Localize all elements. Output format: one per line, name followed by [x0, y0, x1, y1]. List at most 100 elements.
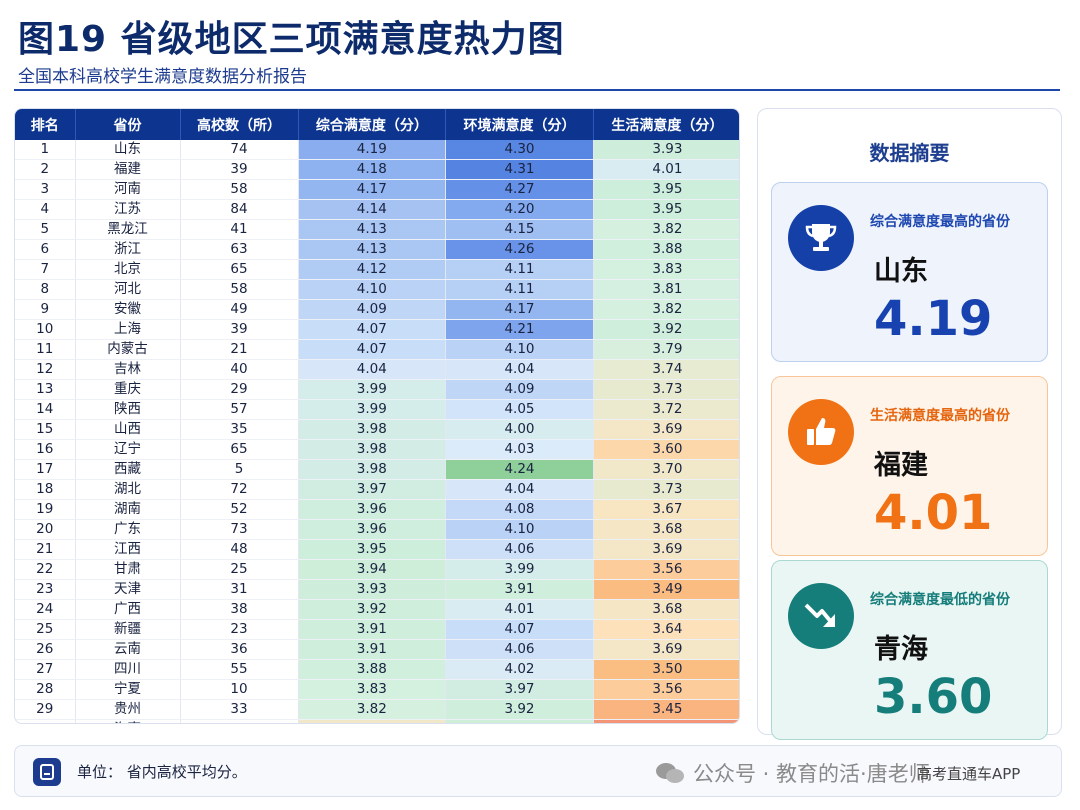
table-row: 4 江苏 84 4.14 4.20 3.95: [15, 199, 739, 221]
cell-environment: 4.02: [445, 659, 594, 681]
cell-environment: 4.15: [445, 219, 594, 241]
cell-province: 福建: [75, 159, 181, 181]
cell-province: 浙江: [75, 239, 181, 261]
cell-province: 江西: [75, 539, 181, 561]
cell-environment: 4.11: [445, 279, 594, 301]
table-row: 11 内蒙古 21 4.07 4.10 3.79: [15, 339, 739, 361]
cell-rank: 8: [15, 279, 76, 301]
cell-life: 3.72: [593, 399, 739, 421]
cell-life: 3.50: [593, 659, 739, 681]
cell-count: 73: [180, 519, 299, 541]
cell-overall: 3.96: [298, 519, 447, 541]
cell-rank: 20: [15, 519, 76, 541]
cell-province: 山西: [75, 419, 181, 441]
card-lowest-overall: 综合满意度最低的省份 青海 3.60: [771, 560, 1048, 740]
cell-rank: 11: [15, 339, 76, 361]
cell-province: 新疆: [75, 619, 181, 641]
cell-province: 黑龙江: [75, 219, 181, 241]
table-row: 12 吉林 40 4.04 4.04 3.74: [15, 359, 739, 381]
cell-environment: 4.24: [445, 459, 594, 481]
cell-rank: 5: [15, 219, 76, 241]
cell-rank: 28: [15, 679, 76, 701]
card-value: 3.60: [874, 669, 993, 725]
cell-life: 3.49: [593, 579, 739, 601]
cell-rank: 3: [15, 179, 76, 201]
cell-province: 安徽: [75, 299, 181, 321]
table-row: 13 重庆 29 3.99 4.09 3.73: [15, 379, 739, 401]
cell-rank: 15: [15, 419, 76, 441]
cell-count: 33: [180, 699, 299, 721]
card-province: 山东: [874, 256, 928, 287]
cell-province: 重庆: [75, 379, 181, 401]
cell-count: 74: [180, 140, 299, 161]
cell-overall: 4.13: [298, 219, 447, 241]
cell-overall: 4.19: [298, 140, 447, 161]
cell-province: 河南: [75, 179, 181, 201]
cell-overall: 3.97: [298, 479, 447, 501]
cell-life: 3.69: [593, 419, 739, 441]
cell-count: 65: [180, 259, 299, 281]
cell-province: 河北: [75, 279, 181, 301]
col-header-life: 生活满意度（分）: [593, 109, 739, 140]
cell-life: 3.88: [593, 239, 739, 261]
cell-overall: 3.92: [298, 599, 447, 621]
cell-count: 23: [180, 619, 299, 641]
cell-overall: 3.94: [298, 559, 447, 581]
card-label: 综合满意度最高的省份: [870, 214, 1010, 230]
cell-environment: 4.00: [445, 419, 594, 441]
cell-life: 3.95: [593, 179, 739, 201]
table-row: 10 上海 39 4.07 4.21 3.92: [15, 319, 739, 341]
cell-life: 3.68: [593, 599, 739, 621]
cell-life: 3.70: [593, 459, 739, 481]
cell-province: 西藏: [75, 459, 181, 481]
cell-province: 湖北: [75, 479, 181, 501]
table-row: 24 广西 38 3.92 4.01 3.68: [15, 599, 739, 621]
cell-rank: 12: [15, 359, 76, 381]
cell-overall: 3.98: [298, 459, 447, 481]
cell-overall: 3.99: [298, 379, 447, 401]
table-row: 2 福建 39 4.18 4.31 4.01: [15, 159, 739, 181]
table-row: 5 黑龙江 41 4.13 4.15 3.82: [15, 219, 739, 241]
cell-overall: 4.14: [298, 199, 447, 221]
cell-rank: 2: [15, 159, 76, 181]
unit-note: 单位： 省内高校平均分。: [77, 763, 247, 781]
table-row: 14 陕西 57 3.99 4.05 3.72: [15, 399, 739, 421]
cell-count: 49: [180, 299, 299, 321]
cell-environment: 4.21: [445, 319, 594, 341]
watermark-app: 高考直通车APP: [917, 765, 1021, 783]
cell-environment: 4.10: [445, 339, 594, 361]
cell-environment: 4.09: [445, 379, 594, 401]
cell-rank: 17: [15, 459, 76, 481]
cell-count: 84: [180, 199, 299, 221]
cell-overall: 3.98: [298, 419, 447, 441]
cell-life: 3.79: [593, 339, 739, 361]
cell-province: 北京: [75, 259, 181, 281]
table-row: 29 贵州 33 3.82 3.92 3.45: [15, 699, 739, 721]
footer-note: 单位： 省内高校平均分。 公众号 · 教育的活·唐老师 高考直通车APP: [14, 745, 1062, 797]
cell-rank: 13: [15, 379, 76, 401]
cell-count: 35: [180, 419, 299, 441]
cell-overall: 4.07: [298, 339, 447, 361]
table-row: 7 北京 65 4.12 4.11 3.83: [15, 259, 739, 281]
cell-environment: 3.99: [445, 559, 594, 581]
cell-life: 3.74: [593, 359, 739, 381]
table-row: 27 四川 55 3.88 4.02 3.50: [15, 659, 739, 681]
cell-environment: 4.30: [445, 140, 594, 161]
table-row: 18 湖北 72 3.97 4.04 3.73: [15, 479, 739, 501]
table-row: 22 甘肃 25 3.94 3.99 3.56: [15, 559, 739, 581]
cell-environment: 3.92: [445, 699, 594, 721]
cell-environment: 4.26: [445, 239, 594, 261]
cell-rank: 19: [15, 499, 76, 521]
cell-life: 3.60: [593, 439, 739, 461]
cell-life: 3.56: [593, 559, 739, 581]
cell-province: 四川: [75, 659, 181, 681]
cell-environment: 4.07: [445, 619, 594, 641]
cell-overall: 4.13: [298, 239, 447, 261]
cell-life: 3.45: [593, 699, 739, 721]
cell-count: 57: [180, 399, 299, 421]
cell-environment: 4.06: [445, 539, 594, 561]
table-row: 6 浙江 63 4.13 4.26 3.88: [15, 239, 739, 261]
col-header-count: 高校数（所）: [180, 109, 299, 140]
card-province: 福建: [874, 450, 928, 481]
cell-count: 72: [180, 479, 299, 501]
